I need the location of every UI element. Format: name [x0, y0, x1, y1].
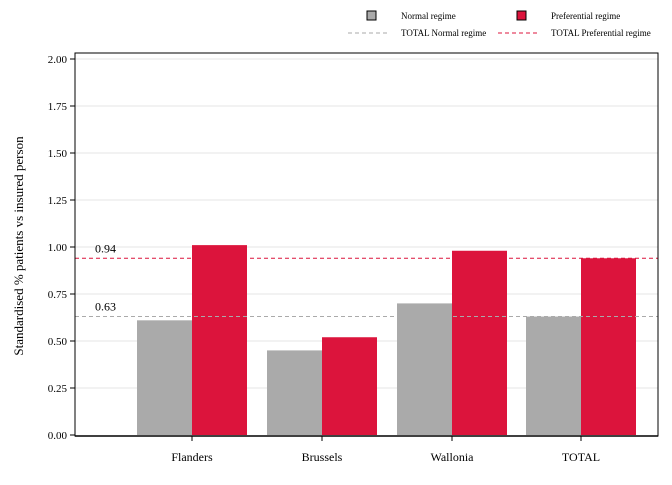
- y-tick-label: 2.00: [48, 54, 68, 66]
- reference-line-label: 0.94: [95, 241, 116, 255]
- y-tick-label: 0.50: [48, 336, 68, 348]
- x-tick-label: Wallonia: [430, 450, 474, 464]
- legend-label: TOTAL Preferential regime: [551, 28, 651, 38]
- bar-preferential-regime: [452, 250, 507, 435]
- bar-normal-regime: [137, 320, 192, 435]
- legend: Normal regime Preferential regime TOTAL No…: [348, 10, 651, 38]
- bar-preferential-regime: [581, 258, 636, 435]
- y-tick-label: 1.00: [48, 242, 68, 254]
- legend-label: Preferential regime: [551, 11, 620, 21]
- bar-preferential-regime: [322, 337, 377, 435]
- x-tick-label: Brussels: [302, 450, 343, 464]
- plot-area: 0.00 0.25 0.50 0.75 1.00 1.25 1.50 1.75 2.00 Flan…: [48, 52, 659, 464]
- legend-label: Normal regime: [401, 11, 456, 21]
- y-tick-label: 0.00: [48, 430, 68, 442]
- bar-normal-regime: [526, 316, 581, 435]
- bar-preferential-regime: [192, 245, 247, 435]
- x-tick-label: Flanders: [171, 450, 213, 464]
- x-tick-label: TOTAL: [562, 450, 600, 464]
- legend-label: TOTAL Normal regime: [401, 28, 486, 38]
- y-tick-label: 1.50: [48, 148, 68, 160]
- y-tick-label: 1.25: [48, 195, 68, 207]
- legend-swatch: [516, 10, 527, 21]
- y-axis-label: Standardised % patients vs insured perso…: [11, 136, 26, 356]
- bar-normal-regime: [397, 303, 452, 435]
- y-tick-label: 0.25: [48, 383, 68, 395]
- legend-swatch: [366, 10, 377, 21]
- bar-normal-regime: [267, 350, 322, 435]
- y-tick-label: 1.75: [48, 101, 68, 113]
- reference-line-label: 0.63: [95, 300, 116, 314]
- y-tick-label: 0.75: [48, 289, 68, 301]
